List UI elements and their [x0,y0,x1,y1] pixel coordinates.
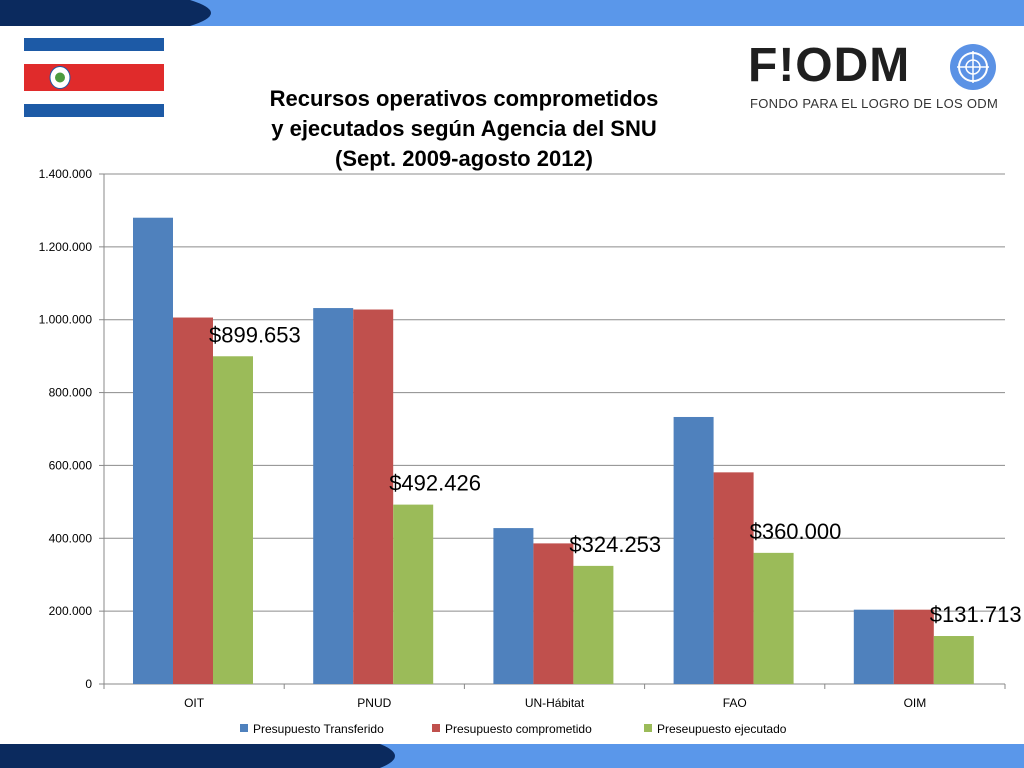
bar-comprometido [893,609,934,684]
fiodm-logo: F!ODM FONDO PARA EL LOGRO DE LOS ODM [748,40,1008,116]
x-category-label: UN-Hábitat [525,696,585,710]
y-tick-label: 600.000 [49,458,93,472]
legend-swatch [644,724,652,732]
data-callout: $899.653 [209,322,301,347]
y-tick-label: 1.000.000 [39,313,93,327]
un-emblem-icon [950,44,996,90]
data-callout: $324.253 [569,532,661,557]
bar-transferido [853,609,894,684]
x-category-label: OIM [904,696,927,710]
costa-rica-flag [24,38,164,117]
y-tick-label: 400.000 [49,531,93,545]
y-tick-label: 1.400.000 [39,167,93,181]
legend-swatch [432,724,440,732]
bar-ejecutado [393,504,434,684]
y-tick-label: 1.200.000 [39,240,93,254]
y-tick-label: 200.000 [49,604,93,618]
bar-ejecutado [753,552,794,684]
chart-title-line-1: Recursos operativos comprometidos [269,86,659,111]
bar-comprometido [713,472,754,684]
bar-ejecutado [573,565,614,684]
bar-comprometido [173,317,213,684]
legend-label: Presupuesto comprometido [445,722,592,736]
bar-transferido [673,416,714,684]
bar-chart: 0 200.000 400.000 600.000 800.000 1.000.000 1.… [39,167,1022,736]
logo-tagline: FONDO PARA EL LOGRO DE LOS ODM [750,96,999,111]
top-decorative-band [0,0,1024,26]
logo-wordmark: F!ODM [748,39,911,92]
bar-comprometido [533,543,574,684]
bar-transferido [133,217,173,684]
data-callout: $131.713 [930,602,1022,627]
chart-title-line-3: (Sept. 2009-agosto 2012) [335,146,593,171]
bar-ejecutado [933,636,974,684]
legend-label: Presupuesto Transferido [253,722,384,736]
legend-swatch [240,724,248,732]
x-category-label: FAO [723,696,747,710]
bar-comprometido [353,309,394,684]
legend-label: Preseupuesto ejecutado [657,722,787,736]
chart-title-line-2: y ejecutados según Agencia del SNU [271,116,657,141]
data-callout: $360.000 [750,519,842,544]
data-callout: $492.426 [389,471,481,496]
x-category-label: OIT [184,696,205,710]
x-category-label: PNUD [357,696,391,710]
chart-title: Recursos operativos comprometidos y ejec… [214,84,714,174]
bar-transferido [313,308,354,684]
y-tick-label: 800.000 [49,386,93,400]
bottom-decorative-band [0,744,1024,768]
y-tick-label: 0 [85,677,92,691]
bar-transferido [493,528,534,684]
bar-ejecutado [213,356,253,684]
